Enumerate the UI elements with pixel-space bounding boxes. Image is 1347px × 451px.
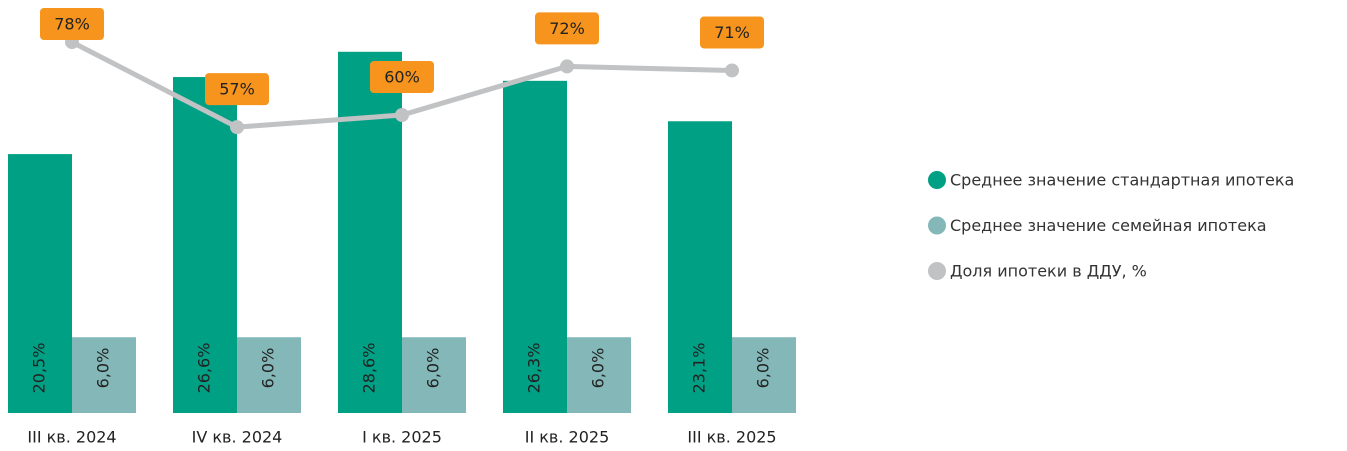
legend-label: Среднее значение семейная ипотека bbox=[950, 216, 1267, 235]
bar-label: 6,0% bbox=[754, 348, 773, 389]
line-point bbox=[230, 120, 244, 135]
bar-label: 26,6% bbox=[195, 343, 214, 394]
bar-label: 6,0% bbox=[94, 348, 113, 389]
data-label-box bbox=[205, 73, 269, 106]
bar bbox=[8, 154, 72, 413]
bar-label: 6,0% bbox=[424, 348, 443, 389]
x-tick-label: III кв. 2024 bbox=[27, 428, 116, 447]
legend-label: Среднее значение стандартная ипотека bbox=[950, 171, 1294, 190]
x-tick-label: IV кв. 2024 bbox=[192, 428, 283, 447]
bar bbox=[402, 337, 466, 413]
x-tick-label: II кв. 2025 bbox=[525, 428, 610, 447]
bar bbox=[567, 337, 631, 413]
data-label: 71% bbox=[714, 23, 750, 42]
data-label: 78% bbox=[54, 15, 90, 34]
bar bbox=[732, 337, 796, 413]
bar-label: 23,1% bbox=[690, 343, 709, 394]
x-tick-label: I кв. 2025 bbox=[362, 428, 442, 447]
data-label: 57% bbox=[219, 80, 255, 99]
data-label-box bbox=[370, 60, 434, 93]
bar-label: 6,0% bbox=[259, 348, 278, 389]
bar-label: 26,3% bbox=[525, 343, 544, 394]
bar-label: 6,0% bbox=[589, 348, 608, 389]
data-label: 60% bbox=[384, 67, 420, 86]
data-label-box bbox=[40, 8, 104, 40]
legend-marker bbox=[928, 262, 946, 280]
bar bbox=[72, 337, 136, 413]
data-label-box bbox=[700, 16, 764, 49]
bar bbox=[237, 337, 301, 413]
line-point bbox=[395, 107, 409, 122]
data-label-box bbox=[535, 12, 599, 45]
bar-label: 28,6% bbox=[360, 343, 379, 394]
data-label: 72% bbox=[549, 19, 585, 38]
legend-marker bbox=[928, 171, 946, 189]
bar-label: 20,5% bbox=[30, 343, 49, 394]
bar bbox=[668, 121, 732, 413]
bar bbox=[503, 80, 567, 414]
bar bbox=[173, 77, 237, 413]
line-point bbox=[560, 59, 574, 74]
legend-marker bbox=[928, 216, 946, 235]
legend-label: Доля ипотеки в ДДУ, % bbox=[950, 262, 1147, 281]
x-tick-label: III кв. 2025 bbox=[687, 428, 776, 447]
bar bbox=[338, 51, 402, 414]
line-point bbox=[725, 63, 739, 78]
